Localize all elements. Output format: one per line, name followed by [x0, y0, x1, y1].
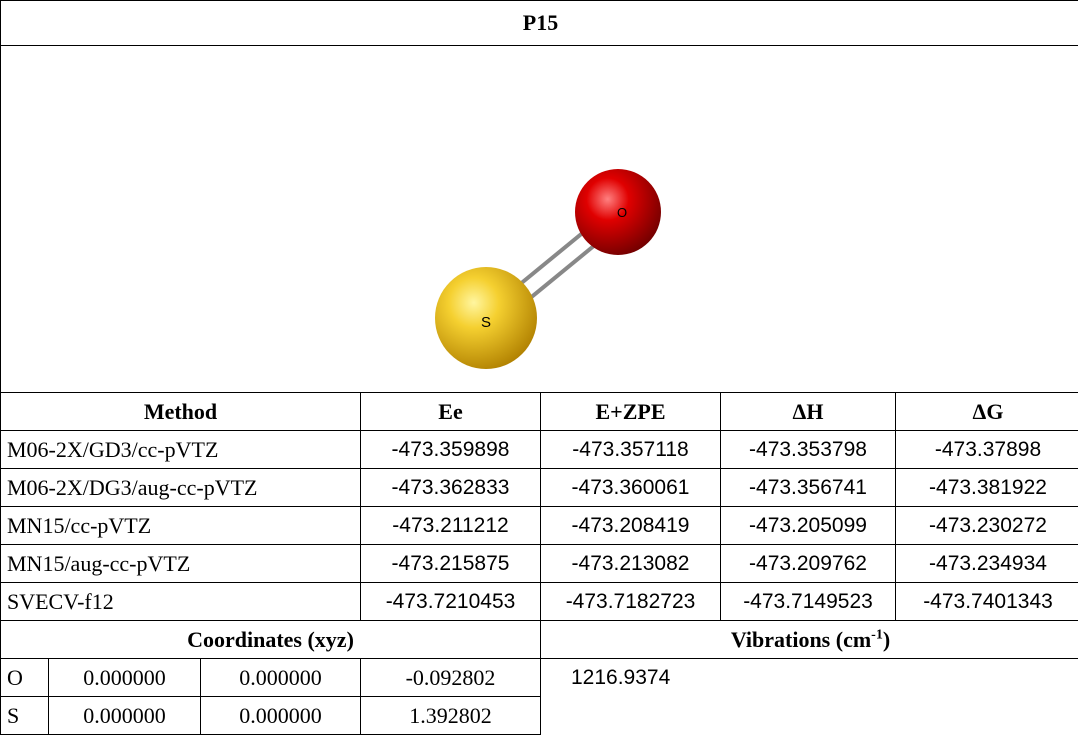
cell: -473.209762 [720, 544, 896, 583]
cell: -473.360061 [540, 468, 721, 507]
header-cell: Coordinates (xyz) [0, 620, 541, 659]
header-cell: ΔG [895, 392, 1078, 431]
cell: M06-2X/GD3/cc-pVTZ [0, 430, 361, 469]
data-table: P15 O S Method Ee E+ZPE ΔH ΔG M06-2X/GD3… [0, 0, 1078, 735]
cell: -473.211212 [360, 506, 541, 545]
cell: -473.208419 [540, 506, 721, 545]
cell: -473.37898 [895, 430, 1078, 469]
cell: -473.230272 [895, 506, 1078, 545]
cell: SVECV-f12 [0, 582, 361, 621]
cell: -473.7210453 [360, 582, 541, 621]
cell: 1216.9374 [540, 658, 1078, 697]
cell: 0.000000 [200, 658, 361, 697]
atom-o [575, 169, 661, 255]
cell: -473.213082 [540, 544, 721, 583]
title: P15 [0, 0, 1078, 46]
cell: 0.000000 [200, 696, 361, 735]
atom-label: S [481, 314, 491, 331]
header-cell: Ee [360, 392, 541, 431]
cell: -473.7149523 [720, 582, 896, 621]
cell: M06-2X/DG3/aug-cc-pVTZ [0, 468, 361, 507]
cell: -473.215875 [360, 544, 541, 583]
cell: -473.353798 [720, 430, 896, 469]
header-cell: Method [0, 392, 361, 431]
header-text: ) [882, 626, 891, 652]
cell: 0.000000 [48, 696, 201, 735]
cell: -473.356741 [720, 468, 896, 507]
cell: -473.7182723 [540, 582, 721, 621]
cell: -473.234934 [895, 544, 1078, 583]
cell [541, 697, 1078, 735]
header-text: Vibrations (cm [730, 626, 872, 652]
cell: -473.362833 [360, 468, 541, 507]
cell: -473.7401343 [895, 582, 1078, 621]
cell: S [0, 696, 49, 735]
header-cell: E+ZPE [540, 392, 721, 431]
cell: -473.359898 [360, 430, 541, 469]
header-cell: ΔH [720, 392, 896, 431]
cell: -0.092802 [360, 658, 541, 697]
cell: -473.381922 [895, 468, 1078, 507]
header-cell: Vibrations (cm-1) [540, 620, 1078, 659]
cell: O [0, 658, 49, 697]
molecule: O S [435, 169, 661, 369]
cell: MN15/aug-cc-pVTZ [0, 544, 361, 583]
cell: -473.357118 [540, 430, 721, 469]
header-sup: -1 [871, 627, 883, 643]
molecule-cell: O S [0, 45, 1078, 393]
cell: 0.000000 [48, 658, 201, 697]
atom-label: O [617, 205, 627, 220]
cell: 1.392802 [360, 696, 541, 735]
cell: MN15/cc-pVTZ [0, 506, 361, 545]
cell: -473.205099 [720, 506, 896, 545]
atom-s [435, 267, 537, 369]
